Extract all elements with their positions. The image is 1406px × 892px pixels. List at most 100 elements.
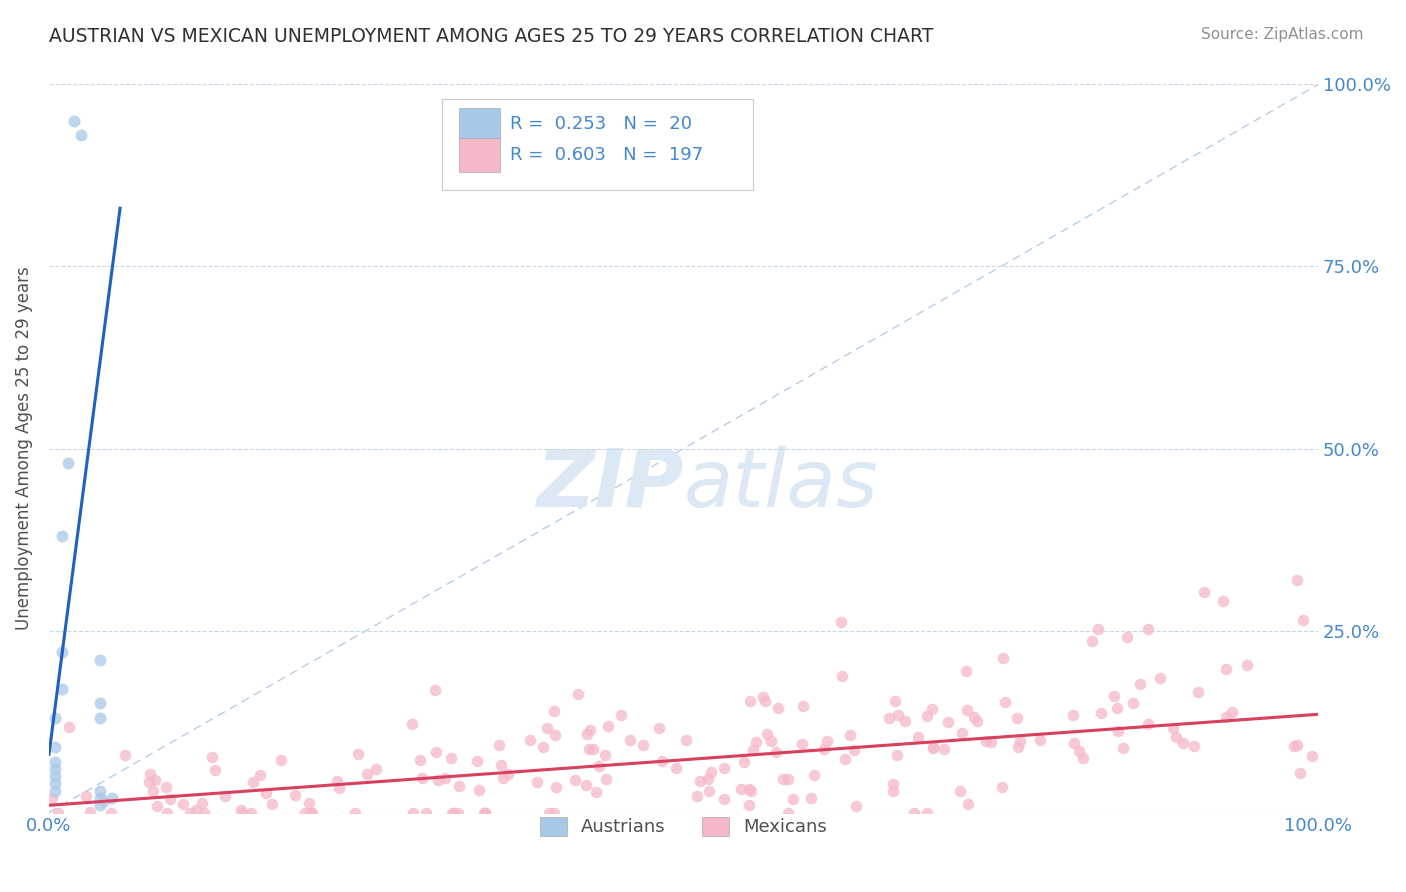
Point bbox=[1220, 705, 1243, 719]
Point bbox=[440, 805, 463, 820]
Point bbox=[1187, 685, 1209, 699]
Point bbox=[328, 781, 350, 796]
Point bbox=[100, 805, 122, 820]
Point bbox=[697, 772, 720, 786]
Point bbox=[877, 711, 900, 725]
Point bbox=[886, 748, 908, 763]
Point bbox=[803, 768, 825, 782]
Point bbox=[772, 772, 794, 786]
Point bbox=[887, 707, 910, 722]
Point bbox=[689, 773, 711, 788]
Point bbox=[48, 805, 70, 820]
Text: ZIP: ZIP bbox=[536, 446, 683, 524]
Point bbox=[58, 720, 80, 734]
Point bbox=[69, 128, 91, 143]
Point bbox=[921, 739, 943, 754]
Point bbox=[882, 784, 904, 798]
Point bbox=[585, 785, 607, 799]
Point bbox=[193, 805, 215, 820]
Point bbox=[89, 697, 111, 711]
Point bbox=[488, 738, 510, 752]
Point bbox=[260, 797, 283, 812]
FancyBboxPatch shape bbox=[458, 138, 499, 172]
Point bbox=[579, 723, 602, 738]
Point bbox=[588, 759, 610, 773]
Text: R =  0.603   N =  197: R = 0.603 N = 197 bbox=[510, 146, 703, 164]
Point bbox=[1215, 709, 1237, 723]
Point bbox=[1080, 634, 1102, 648]
Point bbox=[922, 741, 945, 756]
Point bbox=[249, 768, 271, 782]
Point bbox=[544, 728, 567, 742]
Point bbox=[474, 805, 496, 820]
Point bbox=[79, 805, 101, 820]
Point bbox=[1087, 623, 1109, 637]
Point bbox=[915, 708, 938, 723]
Point bbox=[834, 752, 856, 766]
Point bbox=[1062, 707, 1084, 722]
Point bbox=[800, 791, 823, 805]
Point bbox=[730, 782, 752, 797]
Point bbox=[44, 783, 66, 797]
Point bbox=[932, 742, 955, 756]
Point bbox=[1288, 765, 1310, 780]
Point bbox=[232, 805, 254, 820]
Point bbox=[465, 755, 488, 769]
Point bbox=[648, 721, 671, 735]
Point bbox=[472, 805, 495, 820]
Point bbox=[963, 710, 986, 724]
Point bbox=[596, 719, 619, 733]
Point bbox=[519, 733, 541, 747]
Point bbox=[347, 747, 370, 762]
Point bbox=[1005, 711, 1028, 725]
Point bbox=[576, 727, 599, 741]
Point bbox=[990, 780, 1012, 794]
Point bbox=[675, 732, 697, 747]
Point bbox=[994, 695, 1017, 709]
Point bbox=[51, 529, 73, 543]
Point bbox=[239, 805, 262, 820]
Point bbox=[755, 727, 778, 741]
Point bbox=[1029, 732, 1052, 747]
Text: Source: ZipAtlas.com: Source: ZipAtlas.com bbox=[1201, 27, 1364, 42]
Point bbox=[882, 777, 904, 791]
FancyBboxPatch shape bbox=[458, 108, 499, 141]
Point bbox=[782, 791, 804, 805]
Point bbox=[631, 739, 654, 753]
Point bbox=[1286, 739, 1309, 753]
Point bbox=[51, 681, 73, 696]
Point bbox=[284, 788, 307, 802]
Point bbox=[991, 650, 1014, 665]
Point bbox=[93, 794, 115, 808]
Point bbox=[44, 755, 66, 769]
Y-axis label: Unemployment Among Ages 25 to 29 years: Unemployment Among Ages 25 to 29 years bbox=[15, 267, 32, 631]
Point bbox=[326, 773, 349, 788]
Point bbox=[738, 797, 761, 812]
Text: R =  0.253   N =  20: R = 0.253 N = 20 bbox=[510, 115, 692, 134]
Point bbox=[254, 786, 277, 800]
Point bbox=[1071, 751, 1094, 765]
Point bbox=[526, 774, 548, 789]
Point bbox=[1182, 739, 1205, 754]
Point bbox=[974, 733, 997, 747]
Point bbox=[143, 772, 166, 787]
Point bbox=[664, 761, 686, 775]
Point bbox=[1102, 689, 1125, 703]
Point bbox=[409, 753, 432, 767]
Legend: Austrians, Mexicans: Austrians, Mexicans bbox=[533, 810, 835, 844]
Point bbox=[89, 711, 111, 725]
Point bbox=[184, 803, 207, 817]
Point bbox=[401, 805, 423, 820]
Point bbox=[894, 714, 917, 729]
Point bbox=[1063, 736, 1085, 750]
Point bbox=[294, 805, 316, 820]
Point bbox=[949, 784, 972, 798]
Point bbox=[766, 701, 789, 715]
Point bbox=[1171, 736, 1194, 750]
Point bbox=[619, 732, 641, 747]
Point bbox=[114, 748, 136, 763]
Point bbox=[543, 805, 565, 820]
Point bbox=[101, 791, 124, 805]
Point bbox=[831, 669, 853, 683]
Point bbox=[443, 805, 465, 820]
